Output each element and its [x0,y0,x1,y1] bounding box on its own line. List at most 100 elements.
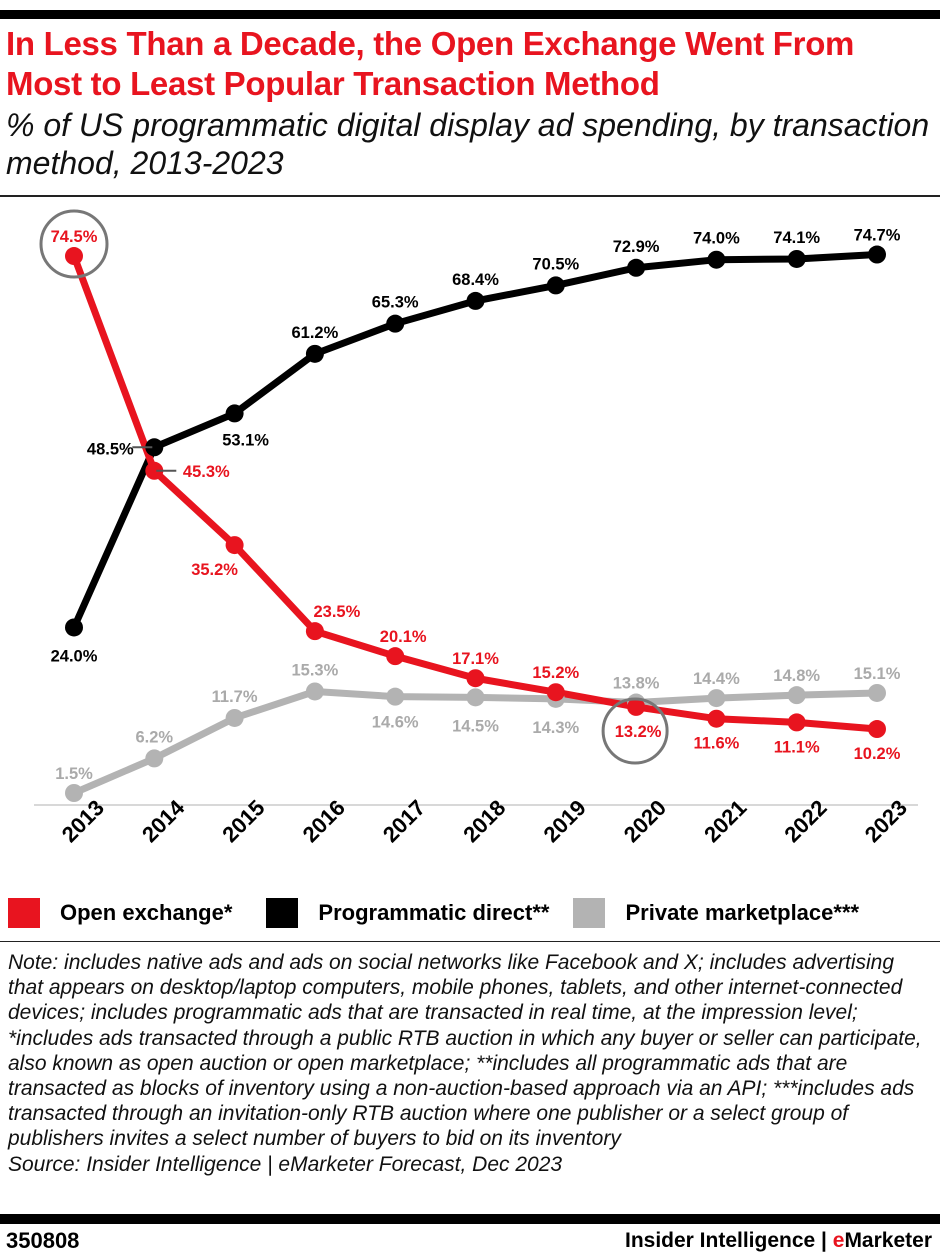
x-tick-label: 2016 [298,795,350,847]
line-chart: 2013 2014 2015 2016 2017 2018 2019 2020 2021 2022… [34,209,918,847]
divider [0,195,940,197]
data-point [225,708,244,727]
legend-label: Private marketplace*** [625,900,860,925]
brand-e: e [832,1229,845,1252]
brand-rest: Marketer [844,1229,932,1252]
legend-label: Programmatic direct** [318,900,550,925]
legend-swatch [573,898,606,928]
data-label: 68.4% [452,271,499,289]
legend-item-programmatic-direct: Programmatic direct** [266,898,549,928]
data-label: 15.3% [292,661,339,679]
data-label: 11.1% [774,738,820,756]
data-label: 70.5% [532,255,579,273]
bottom-bar [0,1214,940,1224]
data-label: 23.5% [314,603,361,621]
data-point [787,713,806,732]
x-tick-label: 2018 [458,795,510,847]
x-tick-label: 2017 [378,795,430,847]
data-point [868,245,886,264]
data-label: 61.2% [292,324,339,342]
x-tick-label: 2021 [699,795,751,847]
data-label: 45.3% [183,463,230,481]
legend: Open exchange* Programmatic direct** Pri… [8,898,879,928]
data-label: 72.9% [613,238,660,256]
legend-item-open-exchange: Open exchange* [8,898,232,928]
data-label: 24.0% [51,647,98,665]
data-point [386,647,405,666]
data-point [707,709,726,728]
legend-item-private-marketplace: Private marketplace*** [573,898,859,928]
data-label: 48.5% [87,440,134,458]
chart-title: In Less Than a Decade, the Open Exchange… [6,25,855,102]
data-point [868,720,886,739]
x-tick-label: 2014 [137,794,190,847]
data-point [546,683,565,702]
data-label: 65.3% [372,294,419,312]
data-label: 53.1% [222,431,269,449]
data-point [787,686,806,705]
legend-label: Open exchange* [60,900,233,925]
data-point [65,247,83,266]
x-tick-label: 2015 [217,795,269,847]
data-label: 13.8% [613,675,660,693]
data-point [627,258,646,277]
data-label: 17.1% [452,650,499,668]
data-point [707,250,726,269]
data-label: 35.2% [191,561,238,579]
data-point [386,314,405,333]
x-tick-label: 2019 [538,795,590,847]
data-point [707,689,726,708]
legend-swatch [266,898,299,928]
data-point [65,618,83,637]
data-label: 74.5% [51,228,98,246]
data-label: 11.6% [693,735,739,753]
highlight-circle [601,697,669,765]
data-label: 74.1% [773,229,820,247]
brand-logo: Insider Intelligence | eMarketer [625,1229,932,1253]
x-tick-label: 2023 [860,795,912,847]
data-point [466,688,485,707]
data-point [305,682,324,701]
x-tick-label: 2022 [779,795,831,847]
data-label: 1.5% [55,765,93,783]
note-text: Note: includes native ads and ads on soc… [8,951,922,1151]
data-point [145,749,164,768]
data-label: 14.3% [532,719,579,737]
data-label: 11.7% [212,688,258,706]
data-label: 6.2% [135,728,173,746]
data-point [145,438,164,457]
data-point [466,669,485,688]
data-point [225,536,244,555]
data-point [145,461,164,480]
data-label: 15.1% [854,665,901,683]
legend-swatch [8,898,40,928]
data-point [305,344,324,363]
data-point [225,404,244,423]
data-label: 15.2% [532,664,579,682]
highlight-circle [39,209,109,279]
data-point [386,687,405,706]
data-label: 14.5% [452,717,499,735]
data-point [868,683,886,702]
data-label: 13.2% [615,723,662,741]
chart-notes: Note: includes native ads and ads on soc… [8,950,933,1177]
x-tick-label: 2020 [619,795,671,847]
data-label: 74.7% [854,227,901,245]
top-bar [0,10,940,19]
data-point [787,249,806,268]
divider [0,941,940,942]
data-label: 14.4% [693,670,740,688]
data-label: 20.1% [380,628,427,646]
data-point [305,622,324,641]
chart-id: 350808 [6,1228,80,1253]
data-point [65,784,83,802]
data-label: 14.8% [773,667,820,685]
data-label: 14.6% [372,714,419,732]
data-label: 74.0% [693,230,740,248]
data-point [546,276,565,295]
source-text: Source: Insider Intelligence | eMarketer… [8,1152,563,1176]
series-line [72,687,878,797]
x-tick-label: 2013 [57,795,109,847]
data-point [466,291,485,310]
